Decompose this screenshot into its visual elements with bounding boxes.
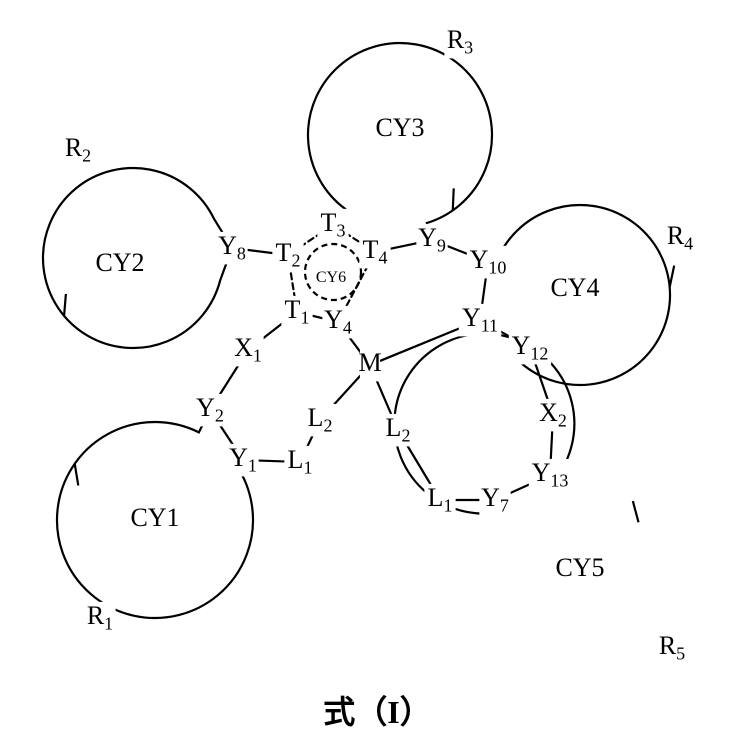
node-cy1: CY1	[130, 503, 179, 532]
node-cy6: CY6	[316, 269, 346, 286]
node-cy4: CY4	[550, 273, 599, 302]
formula-caption: 式（I）	[0, 687, 755, 733]
node-cy2: CY2	[95, 248, 144, 277]
chemical-structure-diagram: MY4T1T2T3T4Y8Y9Y10Y11Y12X1X2Y2Y1L1L2L2L1…	[0, 0, 755, 751]
edges	[218, 243, 552, 500]
node-cy5: CY5	[555, 553, 604, 582]
node-cy3: CY3	[375, 113, 424, 142]
node-m: M	[358, 348, 381, 377]
